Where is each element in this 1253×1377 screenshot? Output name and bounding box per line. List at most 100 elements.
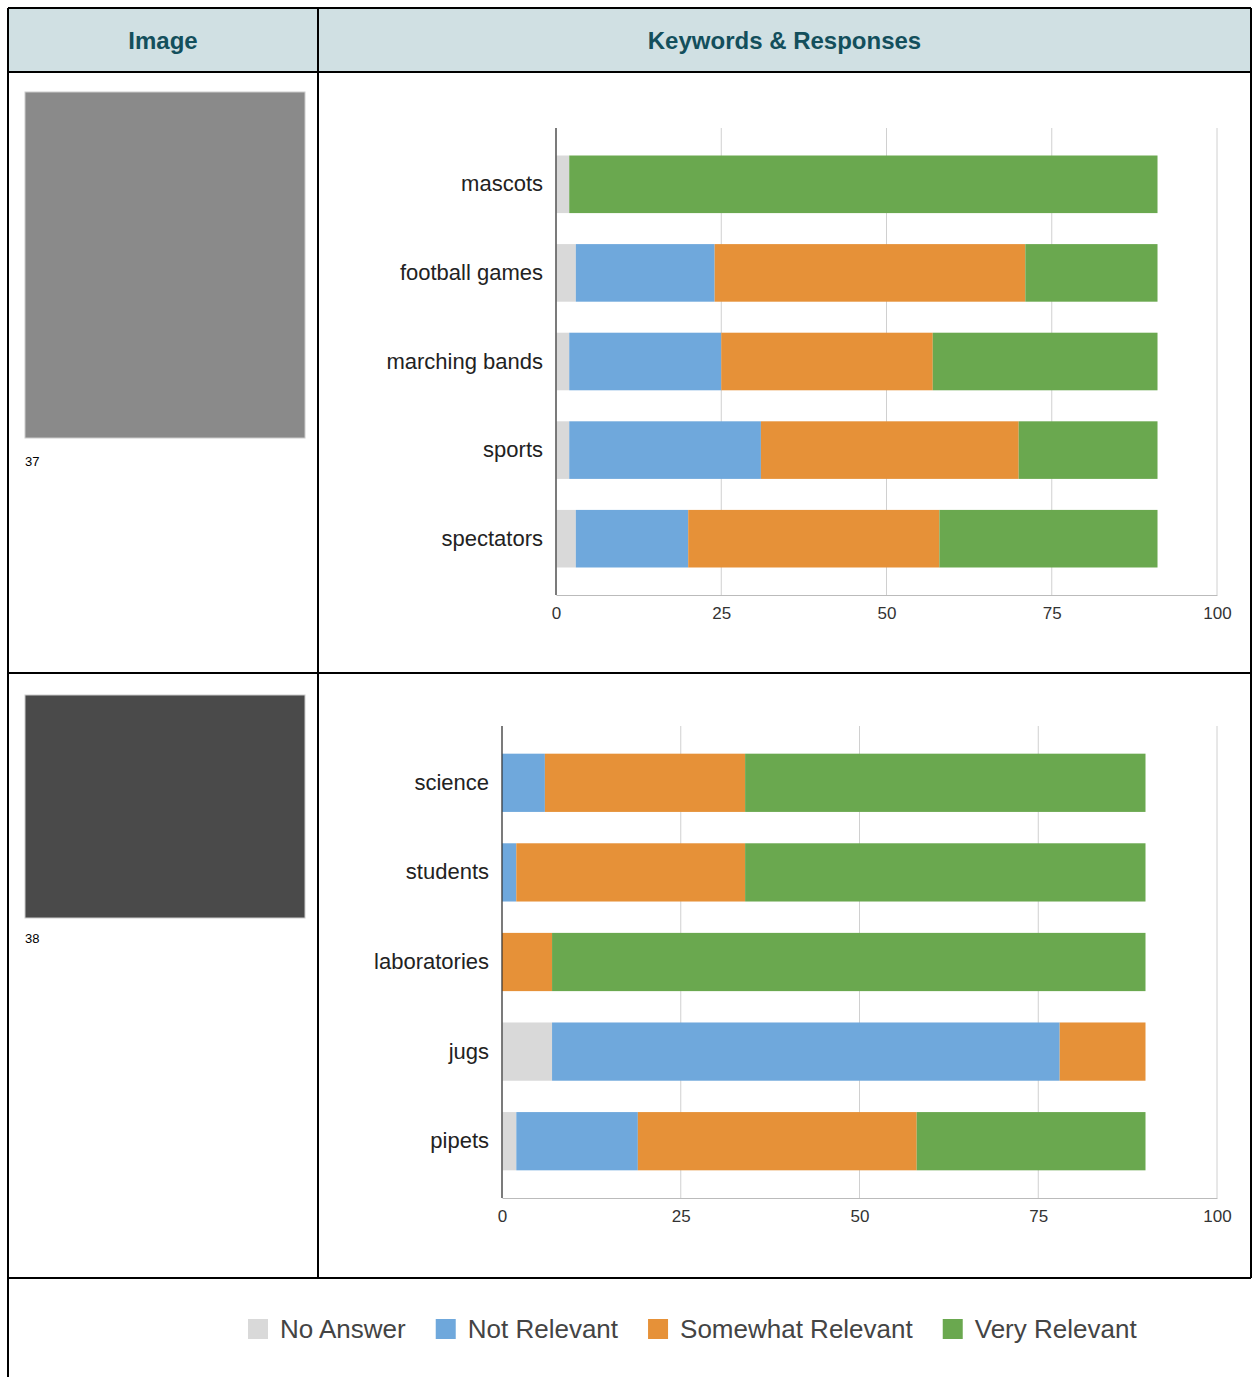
x-tick: 50 bbox=[851, 1198, 870, 1226]
column-header: Keywords & Responses bbox=[648, 27, 921, 54]
bar-segment bbox=[576, 244, 715, 302]
bars bbox=[502, 754, 1146, 1171]
bar-segment bbox=[545, 754, 745, 812]
table-rule bbox=[8, 7, 1251, 9]
bar-segment bbox=[745, 754, 1145, 812]
header-background bbox=[8, 8, 1251, 72]
x-tick-label: 100 bbox=[1203, 1207, 1231, 1226]
bar-segment bbox=[556, 244, 576, 302]
bar-segment bbox=[556, 156, 569, 214]
column-header: Image bbox=[128, 27, 197, 54]
legend-swatch bbox=[248, 1319, 268, 1339]
grid-line bbox=[1217, 726, 1218, 1198]
bar-segment bbox=[761, 421, 1019, 479]
photo bbox=[25, 695, 305, 918]
category-label: science bbox=[414, 770, 489, 795]
bar-segment bbox=[917, 1112, 1146, 1170]
grid-line bbox=[1217, 128, 1218, 595]
x-tick: 0 bbox=[498, 1198, 507, 1226]
legend-swatch bbox=[648, 1319, 668, 1339]
x-axis: 0 25 50 75 100 bbox=[498, 1198, 1232, 1226]
bar-segment bbox=[688, 510, 939, 568]
bars bbox=[556, 156, 1158, 568]
bar-segment bbox=[556, 510, 576, 568]
bar-segment bbox=[502, 1022, 552, 1080]
legend-label: Somewhat Relevant bbox=[680, 1314, 913, 1344]
category-label: mascots bbox=[461, 171, 543, 196]
x-axis: 0 25 50 75 100 bbox=[552, 595, 1232, 623]
y-axis-line bbox=[555, 128, 556, 595]
category-label: pipets bbox=[430, 1128, 489, 1153]
table-rule bbox=[8, 672, 1251, 674]
category-label: laboratories bbox=[374, 949, 489, 974]
bar-segment bbox=[556, 421, 569, 479]
page: Image Keywords & Responses 37 38 0 25 50 75 100 m… bbox=[0, 0, 1253, 1377]
bar-segment bbox=[939, 510, 1157, 568]
bar-segment bbox=[721, 333, 933, 391]
y-tick: marching bands bbox=[386, 349, 556, 374]
bar-segment bbox=[569, 333, 721, 391]
bar-segment bbox=[1025, 244, 1157, 302]
category-label: spectators bbox=[442, 526, 544, 551]
table-rule bbox=[1250, 8, 1252, 1278]
bar-segment bbox=[552, 933, 1145, 991]
x-axis-line bbox=[503, 1198, 1218, 1199]
x-tick: 25 bbox=[712, 595, 731, 623]
x-tick: 50 bbox=[878, 595, 897, 623]
x-tick-label: 50 bbox=[878, 604, 897, 623]
legend-label: Very Relevant bbox=[975, 1314, 1138, 1344]
bar-segment bbox=[552, 1022, 1060, 1080]
grid bbox=[556, 128, 1217, 595]
legend-swatch bbox=[943, 1319, 963, 1339]
table-rule bbox=[8, 71, 1251, 73]
table-rule bbox=[317, 8, 319, 1278]
bar-segment bbox=[502, 843, 516, 901]
x-tick-label: 25 bbox=[712, 604, 731, 623]
x-tick-label: 25 bbox=[672, 1207, 691, 1226]
bar-segment bbox=[745, 843, 1145, 901]
y-axis-line bbox=[501, 726, 502, 1198]
y-tick: football games bbox=[400, 260, 556, 285]
bar-segment bbox=[933, 333, 1158, 391]
x-axis-line bbox=[557, 595, 1218, 596]
y-tick: mascots bbox=[461, 171, 556, 196]
legend-label: Not Relevant bbox=[468, 1314, 619, 1344]
bar-segment bbox=[638, 1112, 917, 1170]
category-label: marching bands bbox=[386, 349, 543, 374]
category-label: students bbox=[406, 859, 489, 884]
bar-segment bbox=[715, 244, 1026, 302]
legend-label: No Answer bbox=[280, 1314, 406, 1344]
chart: 0 25 50 75 100 science students laboratories jug… bbox=[374, 726, 1232, 1226]
x-tick: 100 bbox=[1203, 595, 1231, 623]
y-axis: mascots football games marching bands sport… bbox=[386, 128, 556, 595]
x-tick: 75 bbox=[1043, 595, 1062, 623]
category-label: sports bbox=[483, 437, 543, 462]
y-tick: sports bbox=[483, 437, 556, 462]
y-tick: jugs bbox=[448, 1039, 502, 1064]
photo bbox=[25, 92, 305, 438]
x-tick-label: 100 bbox=[1203, 604, 1231, 623]
y-tick: science bbox=[414, 770, 502, 795]
y-tick: students bbox=[406, 859, 502, 884]
bar-segment bbox=[502, 1112, 516, 1170]
x-tick-label: 0 bbox=[552, 604, 561, 623]
x-tick-label: 75 bbox=[1029, 1207, 1048, 1226]
caption: 37 bbox=[25, 454, 39, 469]
legend-swatch bbox=[436, 1319, 456, 1339]
grid bbox=[502, 726, 1217, 1198]
x-tick: 25 bbox=[672, 1198, 691, 1226]
grid-line bbox=[556, 128, 557, 595]
category-label: jugs bbox=[448, 1039, 489, 1064]
y-tick: pipets bbox=[430, 1128, 502, 1153]
y-tick: laboratories bbox=[374, 949, 502, 974]
bar-segment bbox=[516, 843, 745, 901]
bar-segment bbox=[1145, 1022, 1146, 1080]
bar-segment bbox=[1019, 421, 1158, 479]
chart: 0 25 50 75 100 mascots football games marching … bbox=[386, 128, 1231, 623]
bar-segment bbox=[1060, 1022, 1146, 1080]
table-frame bbox=[8, 8, 1251, 1377]
category-label: football games bbox=[400, 260, 543, 285]
caption: 38 bbox=[25, 931, 39, 946]
y-tick: spectators bbox=[442, 526, 557, 551]
y-axis: science students laboratories jugs pipets bbox=[374, 726, 502, 1198]
